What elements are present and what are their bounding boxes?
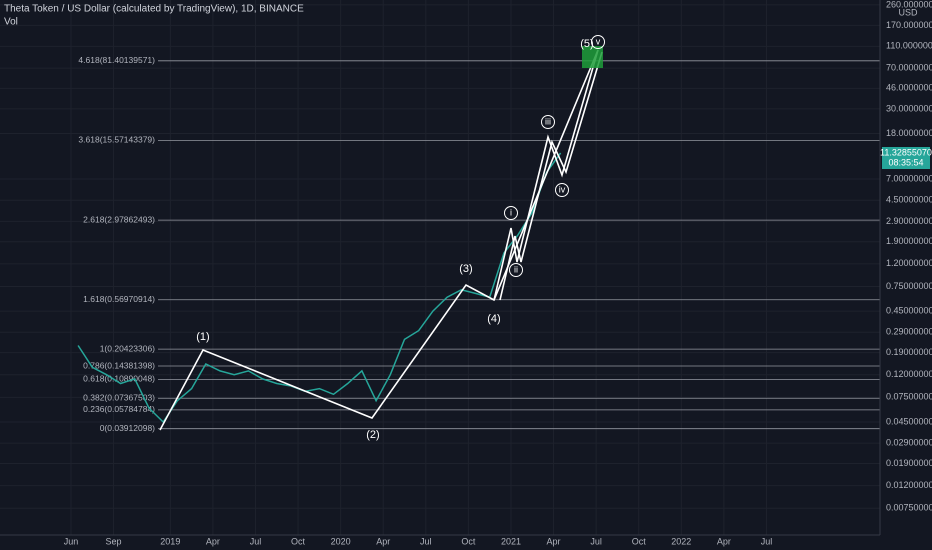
x-tick-label: Apr [376,536,390,546]
x-tick-label: Apr [717,536,731,546]
x-tick-label: Jul [420,536,432,546]
fib-label: 2.618(2.97862493) [83,214,155,224]
x-tick-label: Sep [106,536,122,546]
fib-label: 3.618(15.57143379) [78,135,155,145]
fib-label: 0.786(0.14381398) [83,360,155,370]
wave-label: (2) [366,429,379,441]
wave-label: (1) [196,331,209,343]
wave-circle [555,183,569,197]
y-tick-label: 0.01200000 [886,480,932,490]
wave-label: v [596,36,601,46]
y-tick-label: 110.00000000 [886,41,932,51]
y-tick-label: 0.04500000 [886,416,932,426]
x-tick-label: 2022 [671,536,691,546]
y-tick-label: 170.00000000 [886,20,932,30]
fib-label: 0.618(0.10890048) [83,374,155,384]
chart-title: Theta Token / US Dollar (calculated by T… [4,4,304,15]
price-series [77,152,562,424]
y-tick-label: 0.07500000 [886,392,932,402]
x-tick-label: Apr [206,536,220,546]
wave-label: (4) [487,313,500,325]
y-tick-label: 0.12000000 [886,369,932,379]
wave-circle [509,263,523,277]
y-tick-label: 0.75000000 [886,281,932,291]
minor-wave [493,49,599,301]
x-tick-label: Jul [250,536,262,546]
x-tick-label: Jun [64,536,79,546]
y-tick-label: 0.19000000 [886,347,932,357]
primary-wave [159,49,599,431]
price-axis: 260.00000000 170.00000000 110.00000000 70.0… [886,0,932,513]
fib-label: 1(0.20423306) [100,343,155,353]
wave-label: ii [514,264,518,274]
y-tick-label: 0.01900000 [886,458,932,468]
fib-label: 1.618(0.56970914) [83,294,155,304]
y-tick-label: 260.00000000 [886,0,932,9]
y-tick-label: 30.00000000 [886,103,932,113]
wave-circle [541,115,555,129]
y-tick-label: 4.50000000 [886,195,932,205]
time-axis: Jun Sep 2019 Apr Jul Oct 2020 Apr Jul Oct 2021 Apr J… [64,536,772,546]
volume-label: Vol [4,17,18,28]
grid [0,0,880,535]
y-tick-label: 1.90000000 [886,236,932,246]
fib-levels: 4.618(81.40139571) 3.618(15.57143379) 2.61… [78,55,880,433]
wave-circle [591,35,605,49]
x-tick-label: Jul [590,536,602,546]
countdown: 08:35:54 [888,157,923,167]
x-tick-label: 2020 [331,536,351,546]
fib-label: 0.236(0.05784784) [83,404,155,414]
wave-label: i [510,207,512,217]
x-tick-label: Oct [291,536,306,546]
last-price-tag [882,147,930,169]
y-tick-label: 7.00000000 [886,173,932,183]
y-tick-label: 0.02900000 [886,437,932,447]
x-tick-label: Oct [632,536,647,546]
fib-label: 0(0.03912098) [100,423,155,433]
x-tick-label: 2021 [501,536,521,546]
y-tick-label: 1.20000000 [886,258,932,268]
wave-label: (5) [580,38,593,50]
minor-wave-echo [499,51,603,301]
currency-label: USD [898,7,918,17]
last-price: 11.32855070 [880,147,932,157]
price-line [77,152,562,424]
wave-label: (3) [459,263,472,275]
wave-circle [504,206,518,220]
target-box [582,46,603,68]
x-tick-label: 2019 [160,536,180,546]
wave-label: iii [545,116,551,126]
y-tick-label: 18.00000000 [886,128,932,138]
x-tick-label: Apr [547,536,561,546]
x-tick-label: Oct [461,536,476,546]
y-tick-label: 0.00750000 [886,503,932,513]
wave-label: iv [559,184,566,194]
wave-lines [159,49,603,431]
y-tick-label: 70.00000000 [886,62,932,72]
y-tick-label: 46.00000000 [886,83,932,93]
fib-label: 0.382(0.07367503) [83,392,155,402]
y-tick-label: 0.29000000 [886,327,932,337]
y-tick-label: 0.45000000 [886,305,932,315]
y-tick-label: 2.90000000 [886,216,932,226]
fib-label: 4.618(81.40139571) [78,55,155,65]
x-tick-label: Jul [761,536,773,546]
